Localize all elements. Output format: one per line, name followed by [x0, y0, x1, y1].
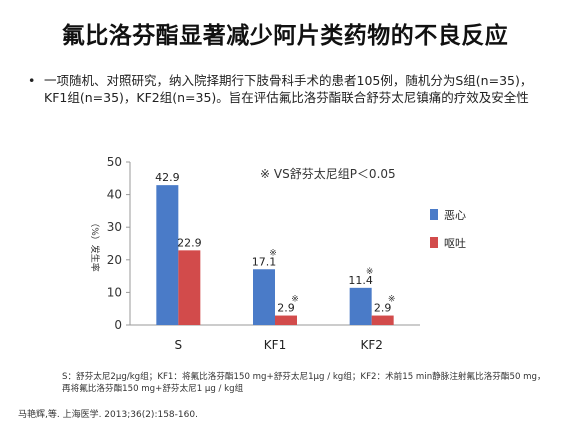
- bar-恶心-KF1: [253, 269, 275, 325]
- bar-呕吐-KF1: [275, 315, 297, 325]
- significance-mark: ※: [269, 248, 277, 258]
- data-label: 22.9: [177, 236, 202, 249]
- reference-citation: 马艳辉,等. 上海医学. 2013;36(2):158-160.: [18, 410, 198, 420]
- bar-恶心-S: [156, 185, 179, 325]
- bar-呕吐-KF2: [371, 315, 394, 325]
- x-tick-label: KF2: [360, 338, 382, 352]
- y-tick-label: 10: [107, 285, 122, 299]
- y-tick-label: 0: [114, 318, 122, 332]
- y-tick-label: 50: [107, 155, 122, 169]
- significance-mark: ※: [366, 267, 374, 277]
- y-tick-label: 20: [107, 253, 122, 267]
- bar-恶心-KF2: [349, 287, 372, 325]
- legend-label: 呕吐: [444, 237, 466, 250]
- significance-mark: ※: [388, 295, 396, 305]
- x-tick-label: KF1: [264, 338, 286, 352]
- significance-mark: ※: [291, 295, 299, 305]
- data-label: 11.4: [348, 274, 373, 287]
- bullet-marker: •: [28, 73, 36, 88]
- group-footnote: S：舒芬太尼2μg/kg组；KF1：将氟比洛芬酯150 mg+舒芬太尼1μg /…: [62, 372, 546, 394]
- legend-swatch: [430, 209, 438, 220]
- legend-swatch: [430, 237, 438, 248]
- y-tick-label: 30: [107, 220, 122, 234]
- significance-annotation: ※ VS舒芬太尼组P＜0.05: [260, 166, 396, 181]
- data-label: 2.9: [374, 302, 392, 315]
- y-tick-label: 40: [107, 188, 122, 202]
- legend-label: 恶心: [444, 209, 466, 222]
- data-label: 2.9: [277, 302, 295, 315]
- x-tick-label: S: [175, 338, 183, 352]
- bullet-text: 一项随机、对照研究，纳入院择期行下肢骨科手术的患者105例，随机分为S组(n=3…: [44, 73, 533, 105]
- y-axis-label: （%）发生率: [89, 218, 101, 272]
- data-label: 17.1: [252, 255, 277, 268]
- data-label: 42.9: [155, 171, 180, 184]
- bar-呕吐-S: [178, 250, 201, 325]
- slide-title: 氟比洛芬酯显著减少阿片类药物的不良反应: [61, 23, 509, 49]
